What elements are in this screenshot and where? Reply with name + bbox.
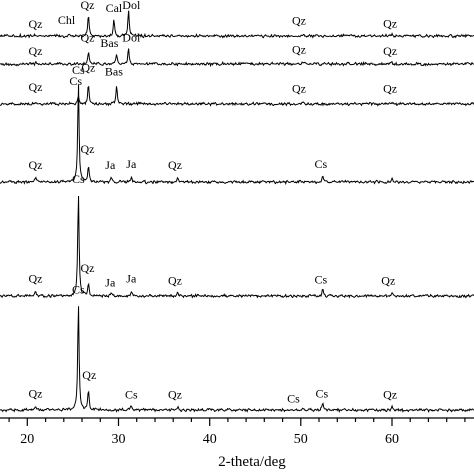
xrd-trace-5	[0, 195, 474, 299]
peak-label: Cs	[125, 387, 138, 401]
peak-label: Bas	[105, 65, 123, 79]
peak-label: Qz	[168, 274, 182, 288]
peak-label: Qz	[81, 60, 95, 74]
x-tick-label: 50	[294, 432, 308, 447]
peak-label: Ja	[126, 157, 137, 171]
peak-label: Cs	[315, 157, 328, 171]
peak-label: Ja	[105, 276, 116, 290]
xrd-trace-6	[0, 306, 474, 414]
peak-label: Qz	[168, 387, 182, 401]
peak-label: Qz	[29, 272, 43, 286]
peak-label: Bas	[100, 36, 118, 50]
peak-label: Chl	[58, 13, 76, 27]
peak-label: Qz	[381, 274, 395, 288]
x-tick-label: 30	[112, 432, 126, 447]
peak-label: Cs	[72, 172, 85, 186]
peak-label: Qz	[292, 14, 306, 28]
peak-label: Cs	[69, 74, 82, 88]
peak-label: Qz	[29, 158, 43, 172]
xrd-traces	[0, 10, 474, 414]
peak-label: Qz	[81, 31, 95, 45]
x-axis-label: 2-theta/deg	[218, 454, 286, 470]
peak-label: Cs	[315, 273, 328, 287]
peak-label: Qz	[81, 261, 95, 275]
peak-label: Qz	[383, 17, 397, 31]
peak-label: Cs	[287, 392, 300, 406]
x-tick-label: 20	[20, 432, 34, 447]
xrd-trace-1	[0, 10, 474, 39]
xrd-trace-2	[0, 48, 474, 68]
peak-label: Cs	[315, 386, 328, 400]
peak-label: Ja	[126, 272, 137, 286]
x-axis: 20 30 40 50 60	[0, 417, 474, 447]
peak-label: Qz	[383, 387, 397, 401]
peak-label: Qz	[82, 368, 96, 382]
peak-label: Ja	[105, 158, 116, 172]
peak-label: Cs	[72, 283, 85, 297]
peak-label: Qz	[29, 17, 43, 31]
peak-label: Qz	[168, 158, 182, 172]
peak-label: Qz	[292, 43, 306, 57]
peak-label: Qz	[81, 142, 95, 156]
peak-label: Qz	[292, 82, 306, 96]
peak-label: Cal	[106, 1, 123, 15]
peak-label: Qz	[81, 0, 95, 12]
peak-label: Qz	[383, 82, 397, 96]
peak-label: Qz	[29, 80, 43, 94]
peak-label: Qz	[29, 386, 43, 400]
xrd-trace-4	[0, 84, 474, 186]
peak-label: Qz	[383, 44, 397, 58]
peak-label: Dol	[122, 0, 141, 12]
peak-label: Qz	[29, 44, 43, 58]
peak-label: Dol	[122, 31, 141, 45]
xrd-trace-3	[0, 85, 474, 107]
x-tick-label: 40	[203, 432, 217, 447]
x-tick-label: 60	[385, 432, 399, 447]
peak-label: Cs	[72, 63, 85, 77]
